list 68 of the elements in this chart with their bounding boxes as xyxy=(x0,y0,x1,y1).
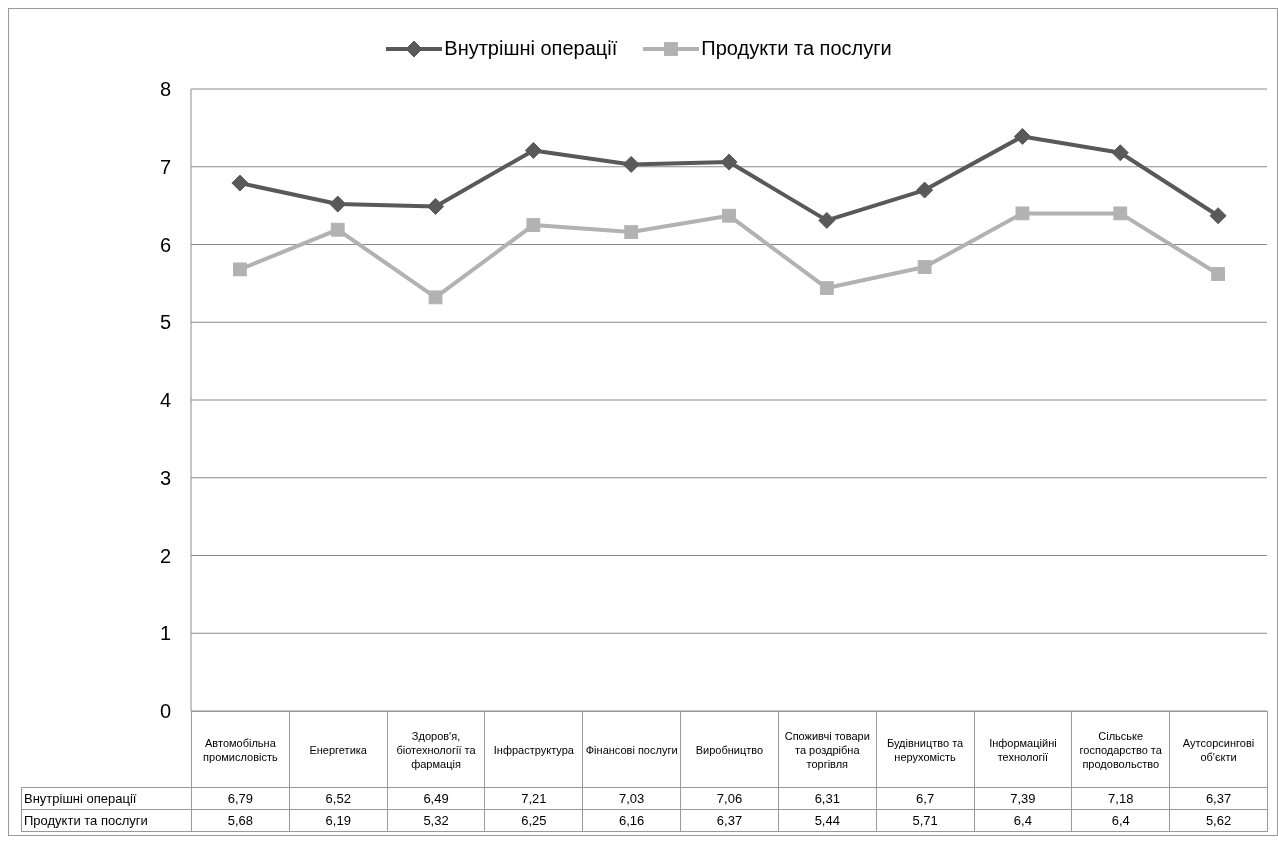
point xyxy=(233,262,247,277)
data-label: 5,44 xyxy=(778,809,877,832)
y-tick-label: 8 xyxy=(159,78,171,101)
data-label: 6,37 xyxy=(680,809,779,832)
data-label: 7,39 xyxy=(974,787,1072,810)
point xyxy=(231,174,249,192)
point xyxy=(1111,144,1129,162)
y-tick-label: 0 xyxy=(159,700,171,723)
data-label: 5,71 xyxy=(876,809,974,832)
data-label: 5,32 xyxy=(387,809,485,832)
text: Продукти та послуги xyxy=(24,813,148,828)
point xyxy=(916,181,934,199)
data-label: 6,7 xyxy=(876,787,974,810)
x-tick-label: Будівництво та нерухомість xyxy=(876,711,974,788)
text: Внутрішні операції xyxy=(24,791,137,806)
x-tick-label: Інфраструктура xyxy=(484,711,583,788)
data-label: 6,25 xyxy=(484,809,583,832)
legend-label: Внутрішні операції xyxy=(444,37,618,60)
data-label: 7,03 xyxy=(582,787,681,810)
data-label: 6,4 xyxy=(1071,809,1170,832)
data-label: 7,06 xyxy=(680,787,779,810)
point xyxy=(1015,206,1030,221)
data-label: 6,79 xyxy=(191,787,290,810)
data-label: 6,19 xyxy=(289,809,388,832)
y-tick-label: 4 xyxy=(159,389,171,412)
point xyxy=(524,141,542,159)
data-label: 6,31 xyxy=(778,787,877,810)
point xyxy=(427,197,445,215)
x-tick-label: Енергетика xyxy=(289,711,388,788)
data-label: 7,21 xyxy=(484,787,583,810)
y-tick-label: 7 xyxy=(159,155,171,178)
x-tick-label: Інформаційні технології xyxy=(974,711,1072,788)
data-label: 7,18 xyxy=(1071,787,1170,810)
x-tick-label: Здоров'я, біотехнології та фармація xyxy=(387,711,485,788)
point xyxy=(622,155,640,173)
point xyxy=(720,153,738,171)
point xyxy=(1211,267,1225,281)
y-tick-label: 1 xyxy=(159,622,171,645)
x-tick-label: Виробництво xyxy=(680,711,779,788)
point xyxy=(329,195,347,213)
point xyxy=(624,225,639,239)
point xyxy=(818,211,836,229)
point xyxy=(722,208,736,223)
y-tick-label: 3 xyxy=(159,466,171,489)
data-label: 6,37 xyxy=(1169,787,1268,810)
data-label: 6,52 xyxy=(289,787,388,810)
point xyxy=(330,222,345,237)
y-tick-label: 2 xyxy=(159,544,171,567)
point xyxy=(428,290,443,305)
x-tick-label: Аутсорсингові об'єкти xyxy=(1169,711,1268,788)
data-label: 5,62 xyxy=(1169,809,1268,832)
point xyxy=(819,281,834,295)
x-tick-label: Сільське господарство та продовольство xyxy=(1071,711,1170,788)
y-tick-label: 6 xyxy=(159,233,171,256)
x-tick-label: Автомобільна промисловість xyxy=(191,711,290,788)
legend-label: Продукти та послуги xyxy=(701,37,892,60)
y-tick-label: 5 xyxy=(159,311,171,334)
data-label: 6,49 xyxy=(387,787,485,810)
point xyxy=(917,260,932,274)
point xyxy=(1013,127,1031,145)
data-label: 5,68 xyxy=(191,809,290,832)
x-tick-label: Споживчі товари та роздрібна торгівля xyxy=(778,711,877,788)
point xyxy=(526,218,541,232)
point xyxy=(1209,207,1227,225)
point xyxy=(1113,206,1128,221)
x-tick-label: Фінансові послуги xyxy=(582,711,681,788)
data-label: 6,16 xyxy=(582,809,681,832)
data-label: 6,4 xyxy=(974,809,1072,832)
